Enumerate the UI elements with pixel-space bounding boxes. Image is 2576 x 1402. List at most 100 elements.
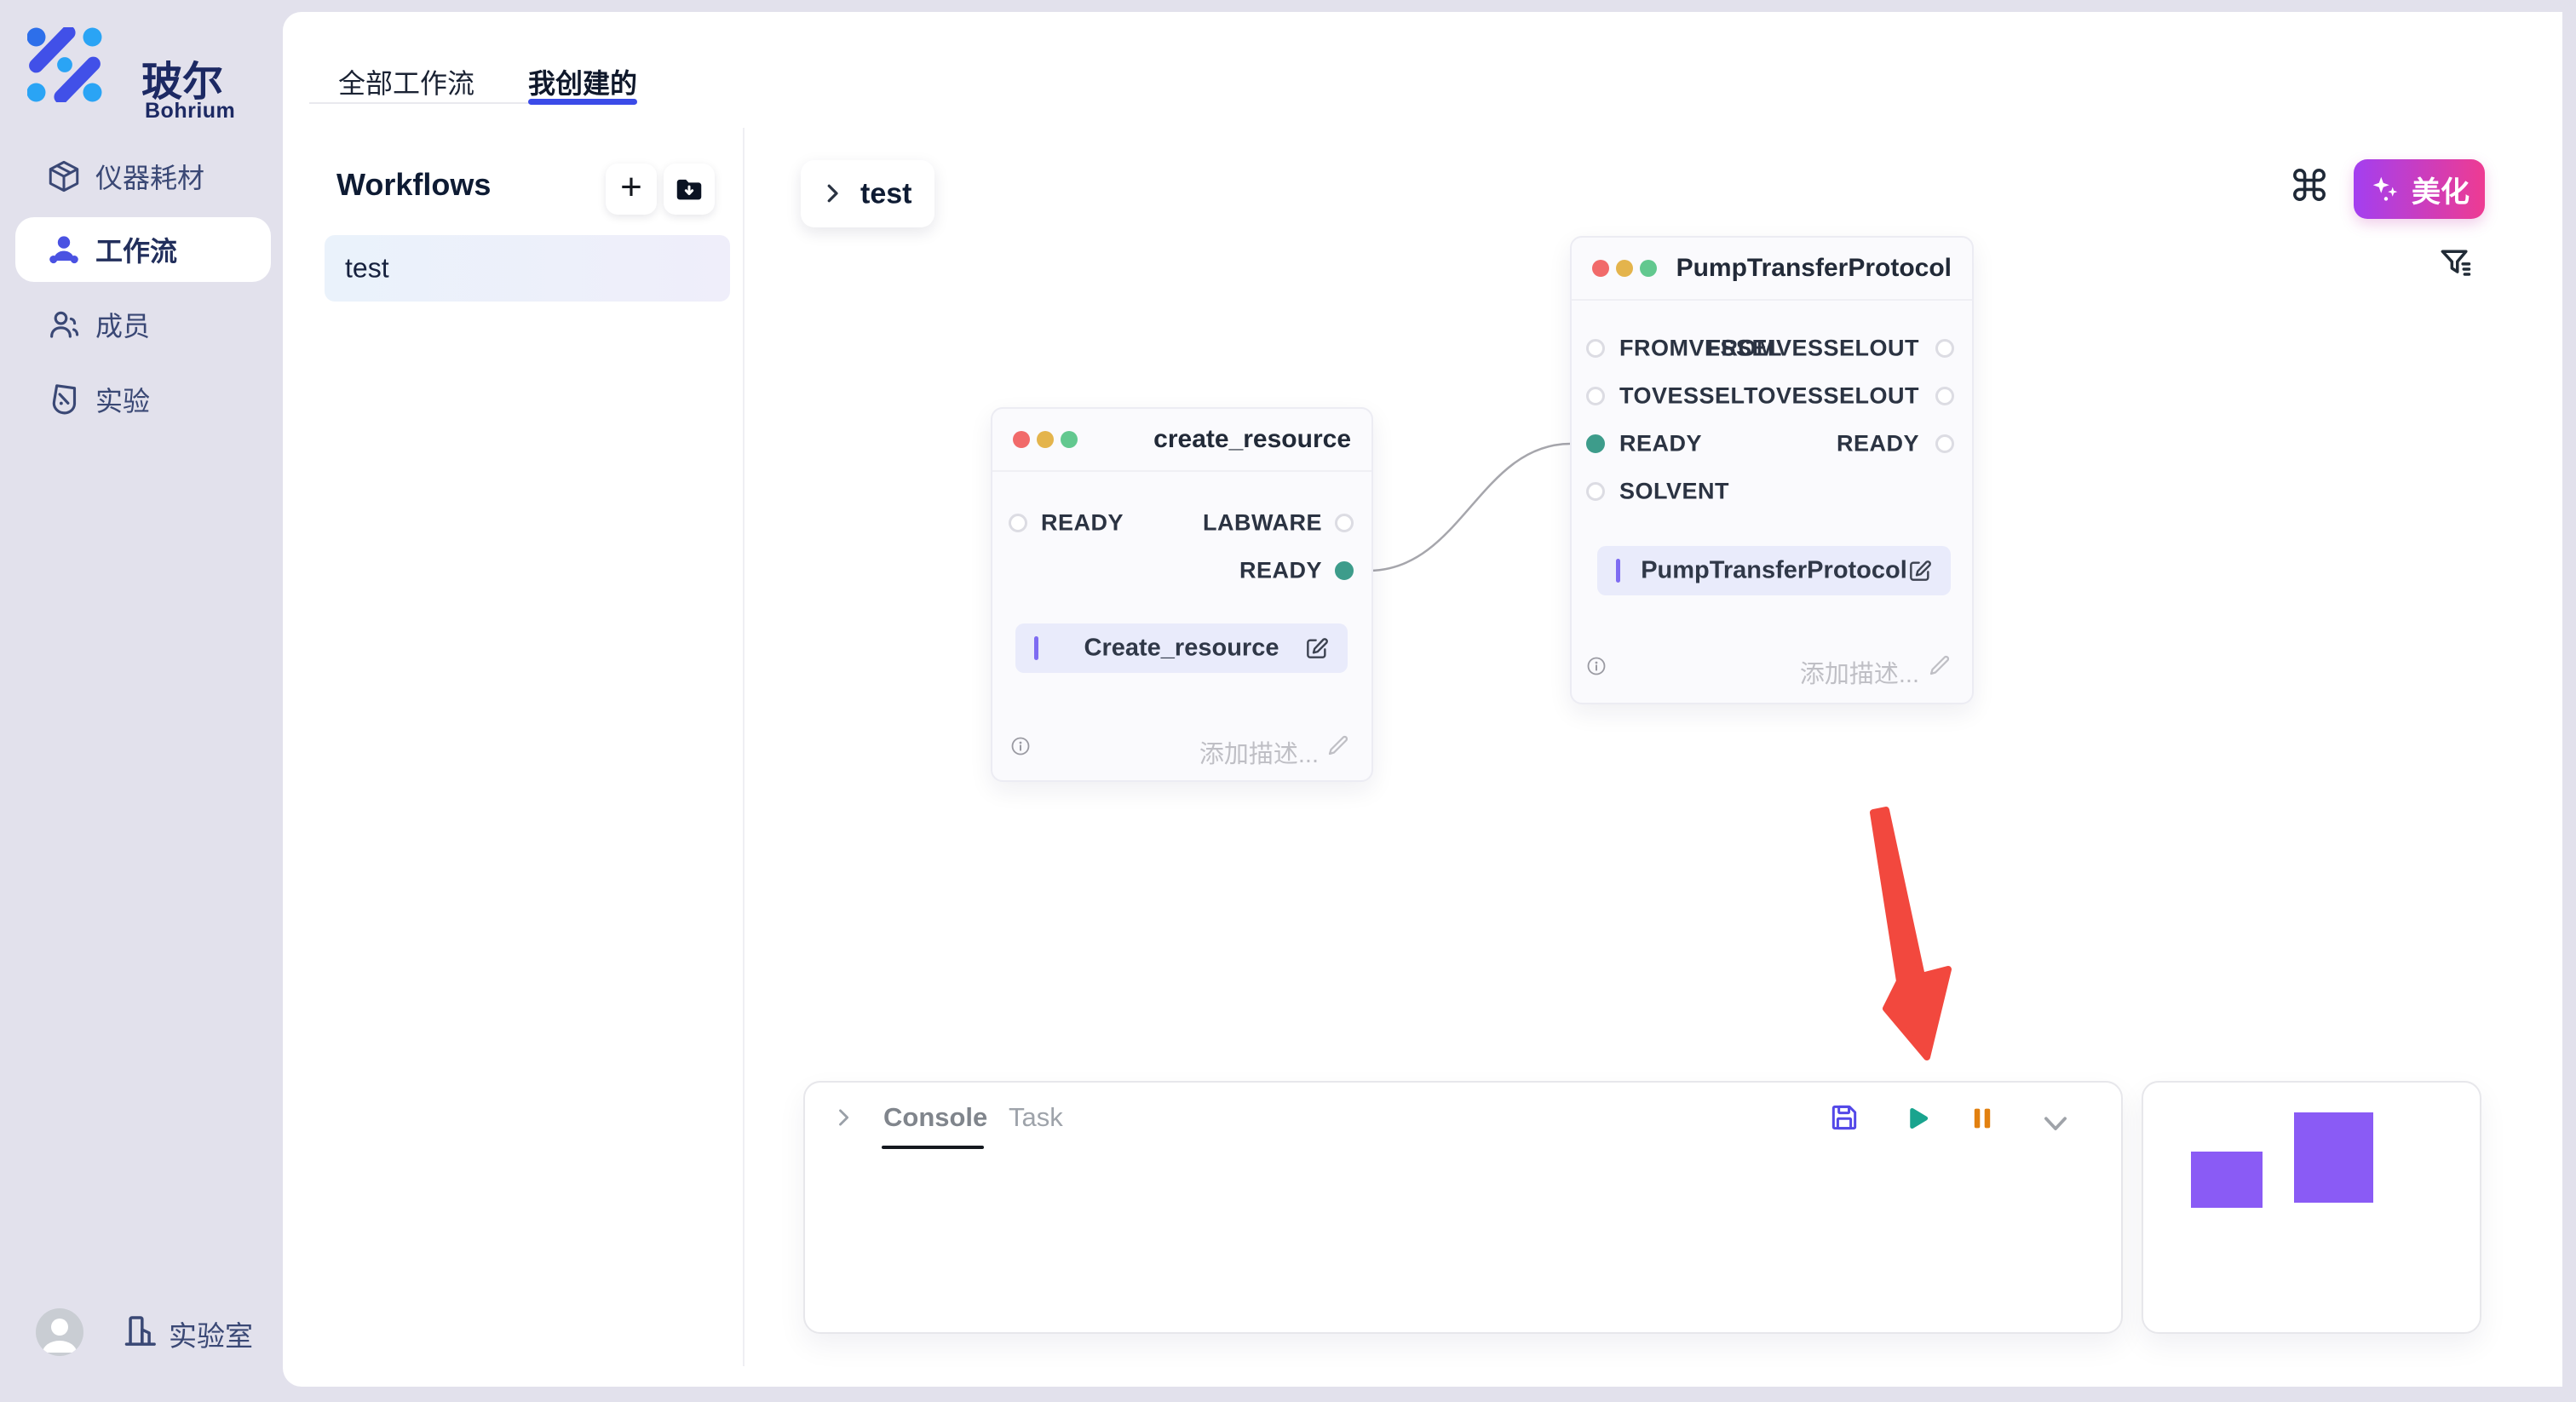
port-out-ready[interactable] <box>1935 434 1954 453</box>
brand-name-cn: 玻尔 <box>141 60 224 105</box>
node-action-pump-transfer[interactable]: PumpTransferProtocol <box>1597 546 1951 595</box>
pencil-icon[interactable] <box>1325 733 1351 758</box>
sidebar: 玻尔 Bohrium 仪器耗材 工作流 <box>0 0 283 1402</box>
minimap[interactable] <box>2142 1081 2481 1334</box>
info-icon[interactable] <box>1010 736 1031 756</box>
folder-download-icon <box>676 179 702 200</box>
node-dot-yellow[interactable] <box>1037 431 1054 448</box>
panel-divider <box>743 128 745 1366</box>
node-description-placeholder[interactable]: 添加描述... <box>1799 661 1919 688</box>
port-out-ready-connected[interactable] <box>1335 561 1354 580</box>
workflow-list-item-test[interactable]: test <box>325 235 730 302</box>
pencil-icon[interactable] <box>1927 652 1952 678</box>
port-label: FROMVESSELOUT <box>1706 335 1919 361</box>
port-label: READY <box>1619 430 1703 457</box>
node-action-label: Create_resource <box>1084 634 1279 662</box>
edit-icon <box>1307 638 1328 658</box>
node-dot-red[interactable] <box>1013 431 1030 448</box>
node-pump-transfer-protocol[interactable]: PumpTransferProtocol <box>1570 236 1974 704</box>
console-tab-indicator <box>882 1146 984 1149</box>
node-create-resource[interactable]: create_resource <box>991 407 1373 782</box>
members-icon <box>50 311 79 338</box>
node-title: PumpTransferProtocol <box>1676 254 1952 282</box>
port-out-tovesselout[interactable] <box>1935 387 1954 405</box>
package-icon <box>49 160 79 192</box>
canvas-breadcrumb-card[interactable]: test <box>801 160 934 227</box>
beautify-button[interactable]: 美化 <box>2354 159 2485 219</box>
tab-console[interactable]: Console <box>883 1102 988 1132</box>
port-in-fromvessel[interactable] <box>1586 339 1605 358</box>
sidebar-item-label: 工作流 <box>95 236 178 267</box>
info-icon[interactable] <box>1586 656 1607 676</box>
port-in-tovessel[interactable] <box>1586 387 1605 405</box>
brand-name-en: Bohrium <box>145 99 236 123</box>
port-out-fromvesselout[interactable] <box>1935 339 1954 358</box>
avatar-person-icon <box>43 1319 77 1353</box>
node-action-label: PumpTransferProtocol <box>1641 556 1907 584</box>
action-accent-bar <box>1616 559 1620 583</box>
sidebar-item-label: 实验 <box>95 386 151 417</box>
experiment-icon <box>52 384 77 415</box>
port-label: TOVESSEL <box>1619 382 1745 409</box>
edit-icon <box>1910 560 1931 581</box>
port-in-solvent[interactable] <box>1586 482 1605 501</box>
node-header: create_resource <box>992 409 1371 472</box>
plus-icon: + <box>620 166 642 208</box>
minimap-node-pump-transfer <box>2294 1112 2373 1203</box>
tab-all-workflows[interactable]: 全部工作流 <box>338 68 475 99</box>
node-title: create_resource <box>1153 425 1351 453</box>
console-panel: Console Task <box>803 1081 2123 1334</box>
collapse-icon[interactable] <box>2039 1106 2072 1139</box>
import-workflow-button[interactable] <box>664 164 715 215</box>
workflow-icon <box>49 236 78 264</box>
add-workflow-button[interactable]: + <box>606 164 657 215</box>
node-dot-green[interactable] <box>1061 431 1078 448</box>
port-label: LABWARE <box>1203 509 1322 536</box>
console-expand-icon[interactable] <box>831 1106 855 1129</box>
filter-icon[interactable] <box>2436 244 2474 282</box>
minimap-node-create-resource <box>2191 1152 2263 1208</box>
port-label: TOVESSELOUT <box>1743 382 1919 409</box>
tab-divider <box>309 102 637 104</box>
sidebar-item-workflow[interactable]: 工作流 <box>15 217 271 282</box>
node-header: PumpTransferProtocol <box>1572 238 1972 301</box>
tab-created-by-me[interactable]: 我创建的 <box>528 68 638 99</box>
port-label: READY <box>1041 509 1124 536</box>
sparkles-icon <box>2372 176 2398 201</box>
run-icon[interactable] <box>1900 1103 1931 1134</box>
node-dot-green[interactable] <box>1640 260 1657 277</box>
port-label: FROMVESSEL <box>1619 335 1783 361</box>
sidebar-item-instruments[interactable]: 仪器耗材 <box>0 141 283 212</box>
sidebar-item-label: 成员 <box>95 311 151 342</box>
port-label: READY <box>1836 430 1919 457</box>
sidebar-footer: 实验室 <box>0 1301 283 1366</box>
command-palette-icon[interactable]: ⌘ <box>2288 163 2331 210</box>
port-in-ready-connected[interactable] <box>1586 434 1605 453</box>
port-out-labware[interactable] <box>1335 514 1354 532</box>
node-dot-yellow[interactable] <box>1616 260 1633 277</box>
sidebar-item-experiments[interactable]: 实验 <box>0 364 283 435</box>
action-accent-bar <box>1034 636 1038 660</box>
active-tab-indicator <box>528 99 637 105</box>
workflow-item-name: test <box>345 252 389 284</box>
beautify-label: 美化 <box>2412 175 2470 209</box>
lab-building-icon <box>124 1316 156 1346</box>
workflows-panel-title: Workflows <box>336 167 492 202</box>
port-in-ready[interactable] <box>1009 514 1027 532</box>
port-label: READY <box>1239 557 1322 583</box>
chevron-right-icon <box>827 184 838 203</box>
brand-logo[interactable]: 玻尔 Bohrium <box>27 26 266 123</box>
pause-icon[interactable] <box>1968 1104 1997 1133</box>
lab-switcher-label[interactable]: 实验室 <box>169 1320 253 1352</box>
node-action-create-resource[interactable]: Create_resource <box>1015 623 1348 673</box>
breadcrumb-label: test <box>860 177 912 210</box>
sidebar-item-members[interactable]: 成员 <box>0 289 283 360</box>
node-description-placeholder[interactable]: 添加描述... <box>1199 741 1319 768</box>
user-avatar[interactable] <box>36 1308 83 1356</box>
bohrium-logo-icon <box>27 27 102 102</box>
tab-task[interactable]: Task <box>1009 1102 1063 1132</box>
node-dot-red[interactable] <box>1592 260 1609 277</box>
save-icon[interactable] <box>1828 1101 1860 1134</box>
sidebar-item-label: 仪器耗材 <box>95 163 205 193</box>
